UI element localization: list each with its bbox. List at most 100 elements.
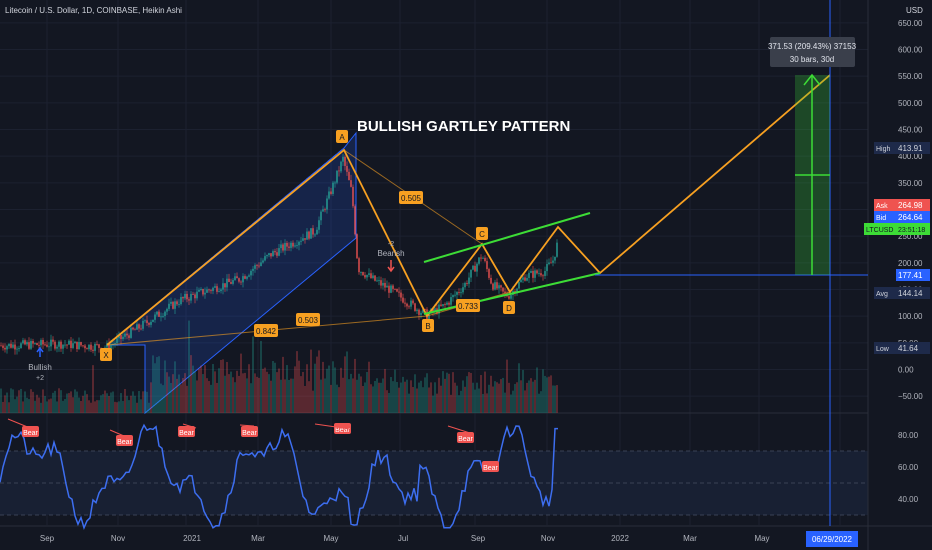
candle-body: [110, 344, 112, 350]
candle-body: [52, 339, 54, 342]
candle-body: [8, 343, 10, 347]
volume-bar: [62, 400, 64, 413]
volume-bar: [98, 400, 100, 413]
rsi-bear-badge: [178, 426, 195, 437]
volume-bar: [34, 400, 36, 413]
candle-body: [412, 300, 414, 304]
volume-bar: [482, 393, 484, 413]
candle-body: [36, 343, 38, 345]
candle-body: [270, 253, 272, 257]
candle-body: [98, 344, 100, 348]
candle-body: [486, 261, 488, 270]
candle-body: [404, 302, 406, 304]
volume-bar: [58, 388, 60, 413]
volume-bar: [206, 378, 208, 413]
volume-bar: [428, 387, 430, 413]
candle-body: [392, 285, 394, 289]
volume-bar: [96, 400, 98, 413]
candle-body: [44, 344, 46, 346]
rsi-divergence-line: [7, 418, 31, 429]
candle-body: [210, 290, 212, 292]
candle-body: [462, 287, 464, 293]
volume-bar: [554, 385, 556, 413]
volume-bar: [350, 373, 352, 413]
candle-body: [540, 273, 542, 276]
price-tick-label: 200.00: [898, 259, 923, 268]
candle-body: [194, 294, 196, 299]
bearish-arrow-head: [387, 266, 395, 273]
candle-body: [248, 275, 250, 277]
volume-bar: [70, 391, 72, 413]
volume-bar: [18, 390, 20, 413]
candle-body: [50, 339, 52, 347]
volume-bar: [476, 382, 478, 413]
volume-bar: [20, 388, 22, 413]
candle-body: [82, 345, 84, 347]
volume-bar: [128, 400, 130, 413]
candle-body: [552, 260, 554, 263]
volume-bar: [552, 385, 554, 413]
candle-body: [150, 321, 152, 325]
volume-bar: [54, 390, 56, 413]
volume-bar: [504, 392, 506, 413]
candle-body: [236, 276, 238, 279]
candle-body: [532, 270, 534, 278]
candle-body: [334, 182, 336, 184]
candle-body: [16, 348, 18, 350]
candle-body: [394, 288, 396, 290]
candle-body: [318, 220, 320, 230]
time-tick-label: Mar: [683, 534, 697, 543]
ask-badge-label: Ask: [876, 203, 888, 210]
volume-bar: [122, 401, 124, 413]
volume-bar: [106, 393, 108, 413]
candle-body: [70, 340, 72, 348]
candle-body: [10, 343, 12, 348]
candle-body: [554, 256, 556, 261]
volume-bar: [36, 394, 38, 413]
candle-body: [356, 234, 358, 259]
rsi-bear-label: Bear: [242, 430, 257, 437]
volume-bar: [382, 378, 384, 413]
candle-body: [398, 291, 400, 293]
volume-bar: [168, 376, 170, 413]
volume-bar: [284, 379, 286, 413]
rsi-tick-label: 40.00: [898, 495, 919, 504]
candle-body: [456, 292, 458, 295]
candle-body: [344, 156, 346, 166]
volume-bar: [376, 378, 378, 413]
volume-bar: [318, 350, 320, 413]
volume-bar: [556, 385, 558, 413]
volume-bar: [402, 376, 404, 413]
volume-bar: [118, 401, 120, 413]
bullish-label: Bullish: [28, 363, 52, 372]
volume-bar: [374, 381, 376, 413]
volume-bar: [348, 379, 350, 413]
volume-bar: [0, 388, 2, 413]
volume-bar: [72, 397, 74, 413]
symbol-badge-bg: [864, 223, 930, 235]
volume-bar: [316, 356, 318, 413]
volume-bar: [468, 372, 470, 413]
price-tick-label: 450.00: [898, 126, 923, 135]
volume-bar: [86, 394, 88, 413]
candle-body: [518, 282, 520, 289]
candle-body: [510, 295, 512, 299]
ratio-r2-label-bg: [296, 313, 320, 326]
candle-body: [142, 320, 144, 329]
volume-bar: [550, 375, 552, 413]
volume-bar: [254, 373, 256, 413]
candle-body: [192, 293, 194, 295]
candle-body: [402, 297, 404, 303]
price-tick-label: 250.00: [898, 232, 923, 241]
volume-bar: [126, 395, 128, 413]
ratio-r3-label-bg: [254, 324, 278, 337]
volume-bar: [466, 376, 468, 413]
candle-body: [60, 341, 62, 349]
volume-bar: [356, 379, 358, 413]
volume-bar: [364, 382, 366, 413]
candle-body: [388, 285, 390, 293]
candle-body: [58, 341, 60, 347]
volume-bar: [290, 378, 292, 413]
candle-body: [208, 289, 210, 291]
